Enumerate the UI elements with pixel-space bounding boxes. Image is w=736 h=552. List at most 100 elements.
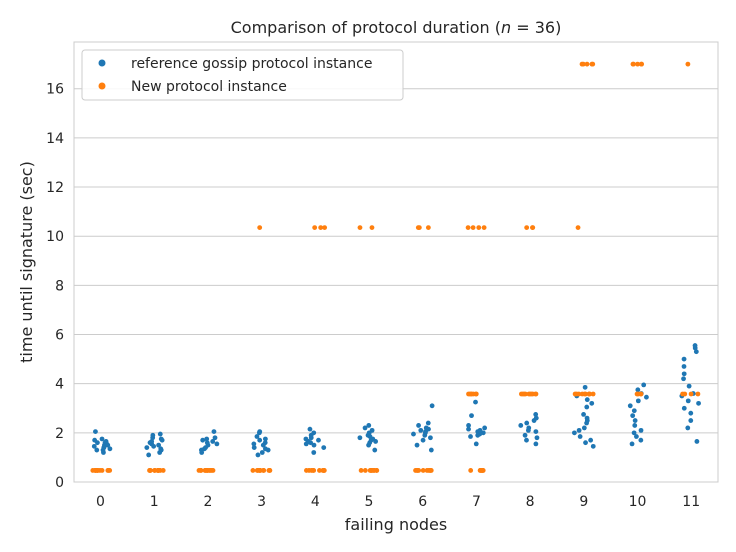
point-new xyxy=(473,391,479,397)
y-tick-label: 0 xyxy=(55,475,64,491)
point-new xyxy=(317,468,322,473)
x-tick-labels: 0 1 2 3 4 5 6 7 8 9 10 11 xyxy=(96,494,700,510)
point-reference xyxy=(533,412,539,417)
point-reference xyxy=(149,439,155,444)
point-new xyxy=(257,468,263,473)
y-tick-label: 8 xyxy=(55,278,64,294)
x-tick-label: 2 xyxy=(203,494,212,510)
point-new xyxy=(250,468,256,473)
point-reference xyxy=(257,429,263,435)
point-new xyxy=(580,61,586,67)
point-reference xyxy=(631,430,637,436)
point-reference xyxy=(681,364,687,369)
point-reference xyxy=(357,435,363,441)
point-new xyxy=(635,61,640,67)
legend-label-new: New protocol instance xyxy=(131,79,287,95)
plot-frame xyxy=(73,41,719,483)
point-new xyxy=(93,468,99,473)
point-reference xyxy=(581,412,586,417)
point-reference xyxy=(428,435,433,441)
point-reference xyxy=(477,427,483,433)
point-new xyxy=(425,225,431,230)
point-reference xyxy=(681,356,687,362)
point-new xyxy=(576,391,582,397)
point-reference xyxy=(157,431,163,437)
point-reference xyxy=(263,446,268,452)
point-reference xyxy=(204,440,210,446)
point-reference xyxy=(576,427,582,433)
point-reference xyxy=(158,446,164,452)
point-reference xyxy=(255,452,261,458)
y-tick-label: 16 xyxy=(46,82,64,98)
point-reference xyxy=(685,398,691,404)
legend-label-reference: reference gossip protocol instance xyxy=(131,56,372,72)
point-reference xyxy=(635,398,641,404)
point-reference xyxy=(641,382,647,388)
point-new xyxy=(575,225,581,230)
point-reference xyxy=(635,387,641,393)
legend-marker-reference xyxy=(98,59,106,67)
point-reference xyxy=(210,439,216,444)
point-reference xyxy=(146,452,152,458)
point-reference xyxy=(638,437,644,443)
point-reference xyxy=(254,434,260,439)
point-reference xyxy=(693,349,699,355)
point-new xyxy=(695,391,701,397)
point-reference xyxy=(681,405,687,411)
point-new xyxy=(204,468,210,473)
point-new xyxy=(590,391,596,397)
legend-marker-new xyxy=(98,82,106,90)
point-new xyxy=(371,468,377,473)
point-reference xyxy=(629,441,635,447)
point-reference xyxy=(262,436,268,442)
point-reference xyxy=(372,447,378,453)
point-reference xyxy=(99,436,105,442)
point-reference xyxy=(204,436,210,442)
point-reference xyxy=(93,429,98,435)
point-reference xyxy=(91,443,97,449)
point-reference xyxy=(638,427,644,433)
point-reference xyxy=(473,441,479,447)
y-tick-label: 4 xyxy=(55,377,64,393)
point-new xyxy=(688,391,694,397)
point-reference xyxy=(634,434,639,439)
point-new xyxy=(481,225,487,230)
point-new xyxy=(198,468,204,473)
point-reference xyxy=(321,445,327,450)
point-new xyxy=(362,468,368,473)
point-reference xyxy=(262,440,268,446)
x-tick-label: 9 xyxy=(579,494,588,510)
point-reference xyxy=(92,437,98,443)
point-reference xyxy=(103,439,109,444)
point-reference xyxy=(533,429,539,435)
point-reference xyxy=(468,434,473,439)
legend-box xyxy=(81,49,404,101)
point-reference xyxy=(144,445,150,450)
point-new xyxy=(357,225,363,230)
point-new xyxy=(312,225,318,230)
point-reference xyxy=(644,394,649,400)
point-reference xyxy=(303,436,309,442)
point-reference xyxy=(150,432,156,438)
point-reference xyxy=(572,430,577,436)
point-reference xyxy=(316,437,321,443)
point-reference xyxy=(311,442,317,448)
point-reference xyxy=(627,403,633,409)
point-reference xyxy=(482,425,488,431)
point-reference xyxy=(694,439,700,444)
point-new xyxy=(526,391,532,397)
point-new xyxy=(257,225,263,230)
point-reference xyxy=(524,437,529,443)
x-tick-label: 8 xyxy=(526,494,535,510)
y-tick-label: 10 xyxy=(46,229,64,245)
point-reference xyxy=(429,403,435,409)
point-reference xyxy=(589,400,595,406)
point-reference xyxy=(584,415,590,421)
point-new xyxy=(685,61,691,67)
point-reference xyxy=(630,413,636,419)
point-reference xyxy=(311,450,317,455)
point-new xyxy=(579,391,585,397)
point-reference xyxy=(211,429,217,435)
y-tick-label: 14 xyxy=(46,131,64,147)
